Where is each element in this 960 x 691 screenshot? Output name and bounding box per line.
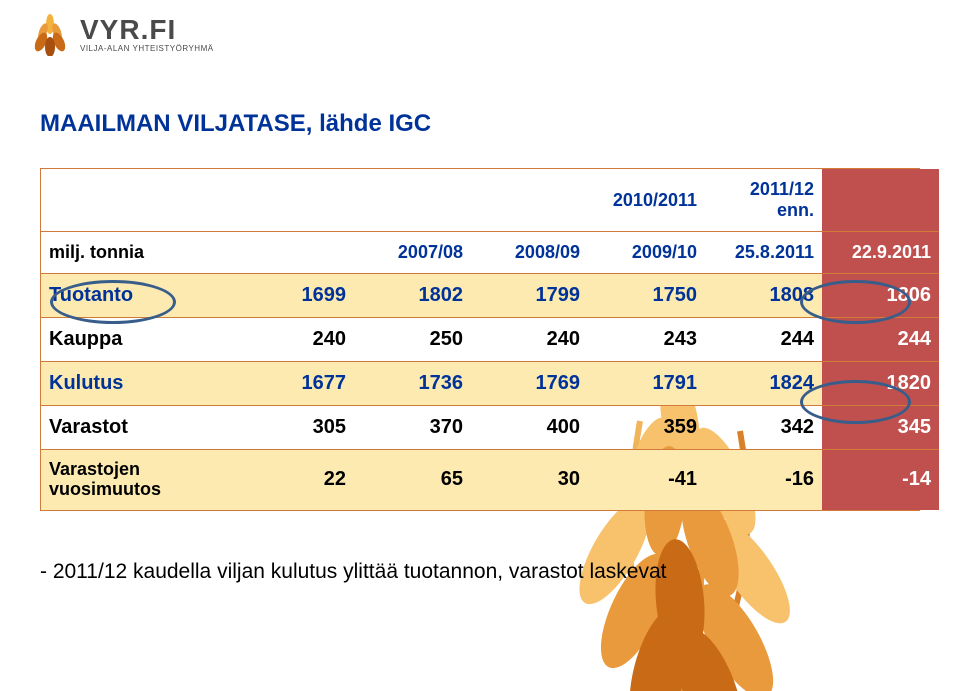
col-year-header: 2008/09 [471, 232, 588, 274]
table-cell: 359 [588, 406, 705, 450]
table-cell: 1824 [705, 362, 822, 406]
table-cell: 342 [705, 406, 822, 450]
col-top-header [237, 169, 354, 232]
table-cell: 240 [471, 318, 588, 362]
footnote-text: - 2011/12 kaudella viljan kulutus ylittä… [40, 560, 667, 584]
col-year-header: 2007/08 [354, 232, 471, 274]
table-cell: 370 [354, 406, 471, 450]
unit-label: milj. tonnia [41, 232, 237, 274]
table-cell: -14 [822, 450, 939, 510]
table-cell: 1736 [354, 362, 471, 406]
table-cell: 22 [237, 450, 354, 510]
table-cell: 30 [471, 450, 588, 510]
table-cell: 1802 [354, 274, 471, 318]
row-label: Tuotanto [41, 274, 237, 318]
col-top-header: 2011/12 enn. [705, 169, 822, 232]
logo: VYR.FI VILJA-ALAN YHTEISTYÖRYHMÄ [28, 12, 214, 56]
table-cell: 244 [705, 318, 822, 362]
table-cell: 1699 [237, 274, 354, 318]
table-cell: 1799 [471, 274, 588, 318]
table-cell: -16 [705, 450, 822, 510]
table-cell: 240 [237, 318, 354, 362]
col-year-header: 25.8.2011 [705, 232, 822, 274]
table-cell: 1769 [471, 362, 588, 406]
table-cell: 345 [822, 406, 939, 450]
table-cell: 1677 [237, 362, 354, 406]
page-title: MAAILMAN VILJATASE, lähde IGC [40, 110, 431, 138]
logo-title: VYR.FI [80, 16, 214, 44]
logo-subtitle: VILJA-ALAN YHTEISTYÖRYHMÄ [80, 44, 214, 53]
table-cell: 244 [822, 318, 939, 362]
table-cell: 1808 [705, 274, 822, 318]
table-cell: 1806 [822, 274, 939, 318]
table-cell: 65 [354, 450, 471, 510]
table-cell: 1750 [588, 274, 705, 318]
table-cell: 305 [237, 406, 354, 450]
grain-balance-table: 2010/20112011/12 enn. milj. tonnia 2007/08… [40, 168, 920, 511]
col-year-header: 2009/10 [588, 232, 705, 274]
header-empty [41, 169, 237, 232]
table-cell: -41 [588, 450, 705, 510]
row-label: Kulutus [41, 362, 237, 406]
header-empty [237, 232, 354, 274]
row-label: Varastot [41, 406, 237, 450]
logo-wheat-icon [28, 12, 72, 56]
table-cell: 1791 [588, 362, 705, 406]
col-top-header: 2010/2011 [588, 169, 705, 232]
table-cell: 250 [354, 318, 471, 362]
table-cell: 243 [588, 318, 705, 362]
col-top-header [471, 169, 588, 232]
col-top-header [822, 169, 939, 232]
row-label: Varastojen vuosimuutos [41, 450, 237, 510]
col-top-header [354, 169, 471, 232]
col-year-header: 22.9.2011 [822, 232, 939, 274]
row-label: Kauppa [41, 318, 237, 362]
table-cell: 1820 [822, 362, 939, 406]
table-cell: 400 [471, 406, 588, 450]
